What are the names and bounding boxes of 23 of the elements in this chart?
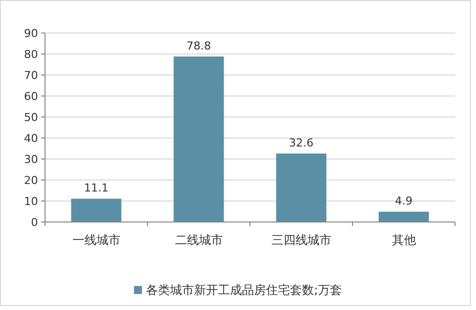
legend-label: 各类城市新开工成品房住宅套数;万套 <box>146 283 342 297</box>
bar <box>71 198 122 222</box>
bar <box>174 56 224 222</box>
y-tick-label: 30 <box>24 153 38 166</box>
y-tick-label: 0 <box>31 216 38 229</box>
x-tick-label: 二线城市 <box>174 233 223 247</box>
y-tick-label: 70 <box>24 69 38 82</box>
y-tick-label: 90 <box>24 27 38 40</box>
y-tick-label: 80 <box>24 48 38 61</box>
bar <box>378 212 429 222</box>
x-tick-label: 三四线城市 <box>271 233 332 247</box>
y-tick-label: 60 <box>24 90 38 103</box>
data-label: 78.8 <box>186 40 211 53</box>
y-tick-label: 40 <box>24 132 38 145</box>
bar <box>276 154 326 222</box>
data-label: 11.1 <box>84 182 108 195</box>
y-tick-label: 20 <box>24 174 38 187</box>
data-label: 32.6 <box>289 136 314 150</box>
y-tick-label: 50 <box>24 111 38 124</box>
data-label: 4.9 <box>395 194 412 208</box>
y-tick-label: 10 <box>24 195 38 208</box>
x-tick-label: 其他 <box>392 233 416 247</box>
x-tick-label: 一线城市 <box>72 233 120 247</box>
